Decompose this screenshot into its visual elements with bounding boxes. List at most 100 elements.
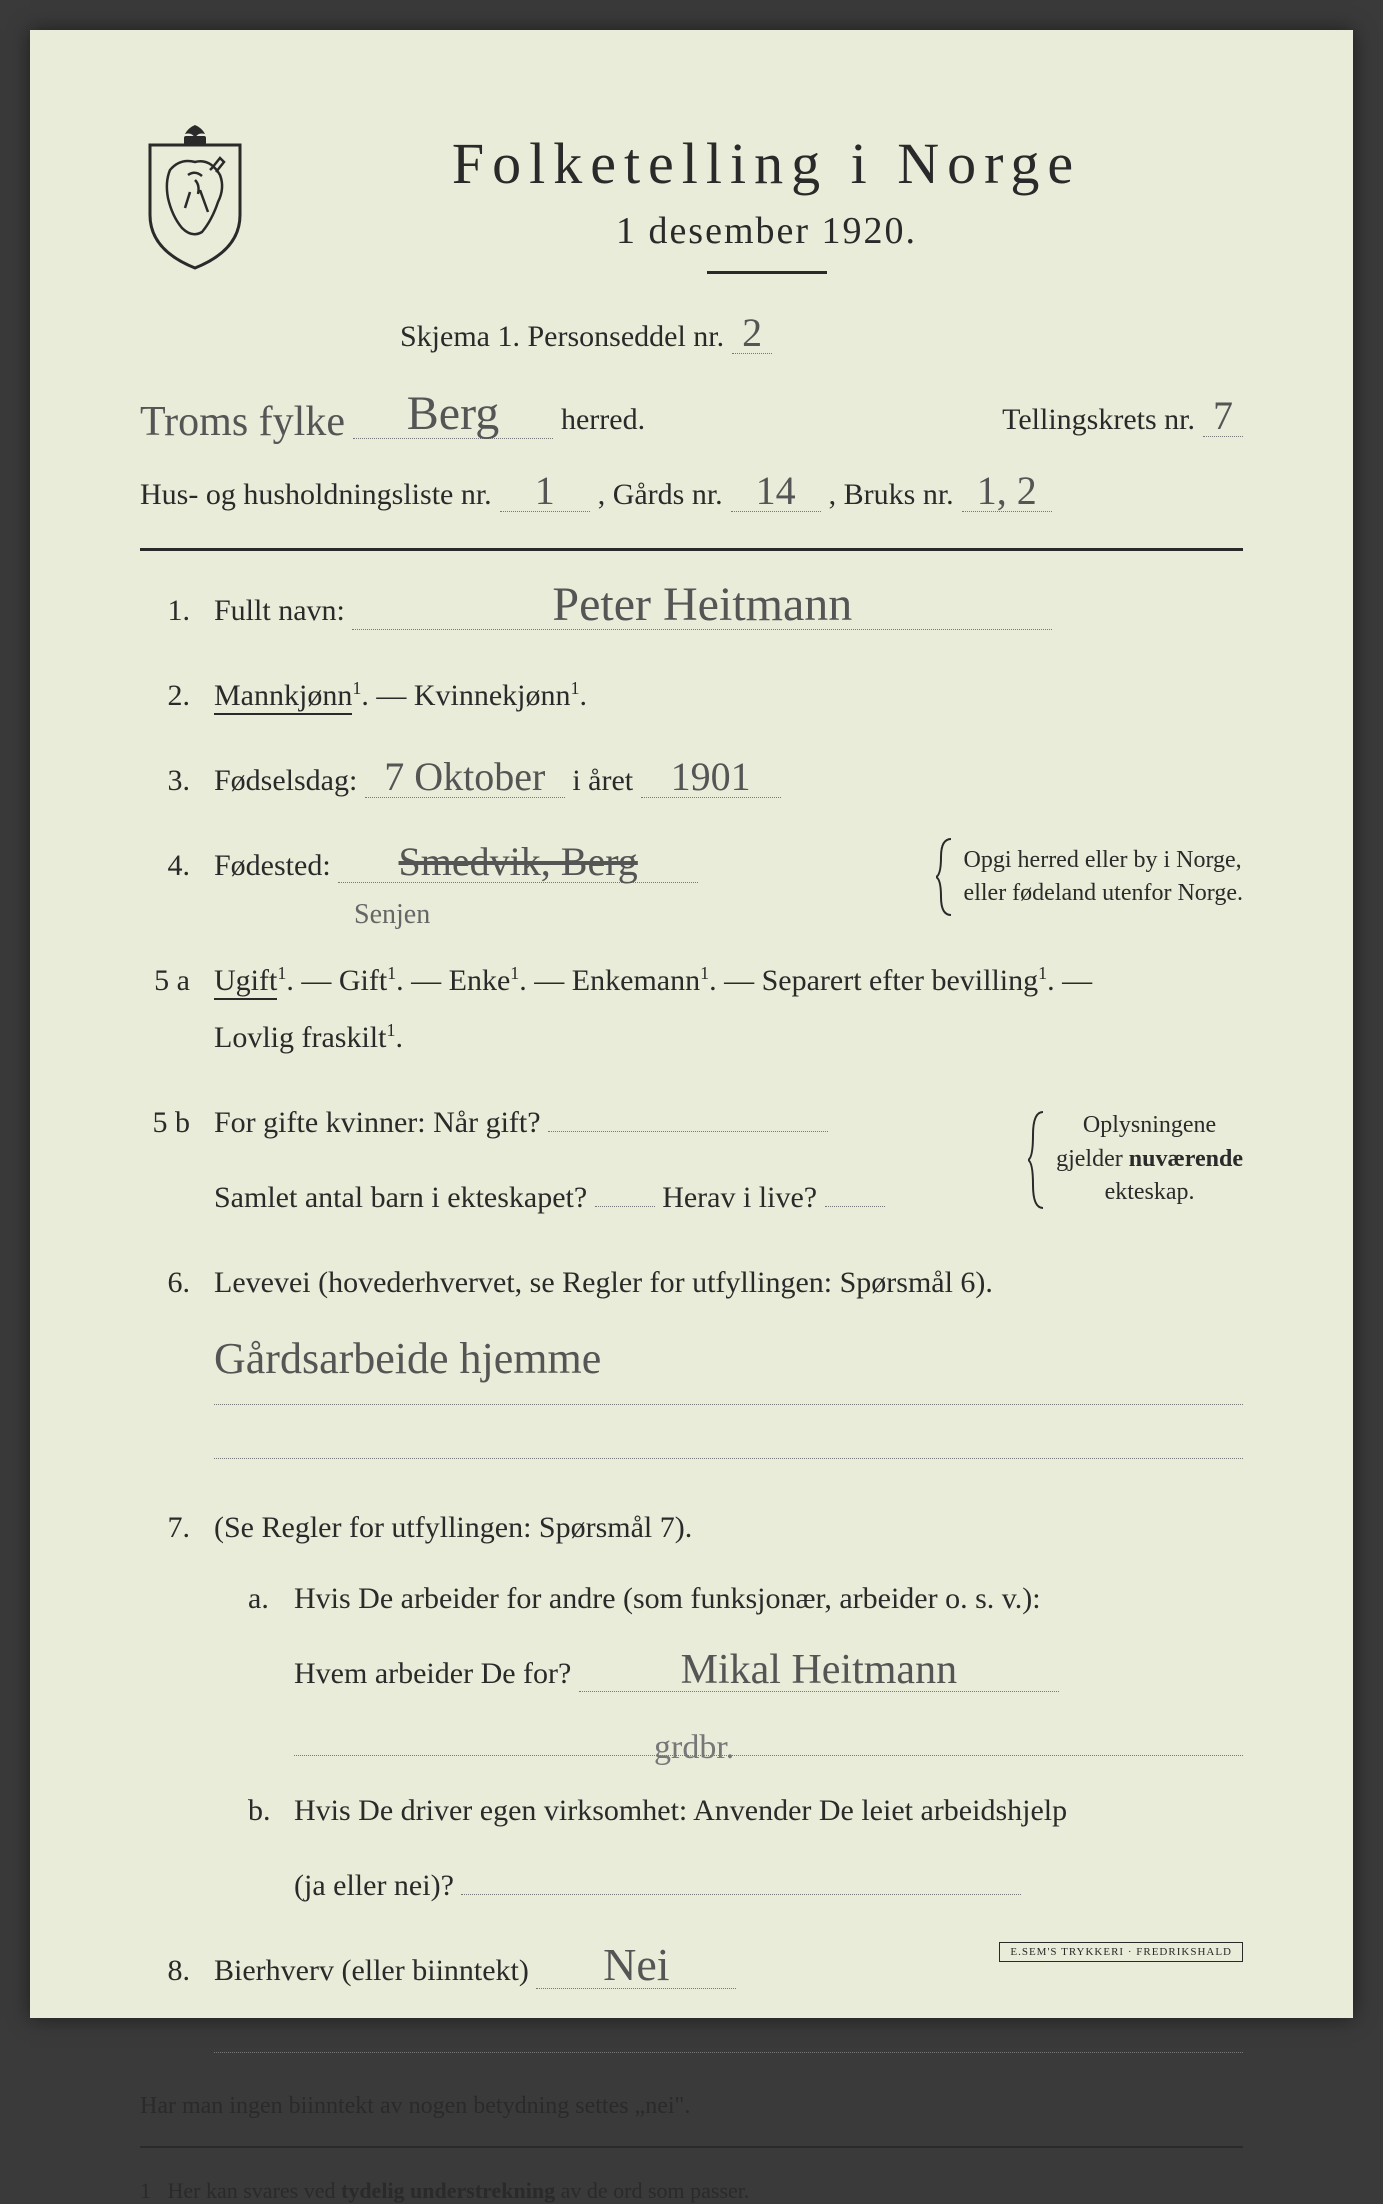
q3: 3. Fødselsdag: 7 Oktober i året 1901 (140, 752, 1243, 809)
q2: 2. Mannkjønn1. — Kvinnekjønn1. (140, 667, 1243, 724)
q5a-enke: Enke (449, 964, 511, 997)
footnote-tail: av de ord som passer. (555, 2178, 749, 2203)
q4-note: Opgi herred eller by i Norge, eller føde… (936, 837, 1243, 917)
q3-day: 7 Oktober (365, 757, 565, 798)
brace-icon (936, 837, 956, 917)
q5a-enkemann: Enkemann (572, 964, 700, 997)
q6-value: Gårdsarbeide hjemme (214, 1317, 1243, 1406)
q7: 7. (Se Regler for utfyllingen: Spørsmål … (140, 1499, 1243, 1914)
bruks-nr: 1, 2 (962, 471, 1052, 512)
q7b-blank (461, 1859, 1021, 1895)
q2-kvinne: Kvinnekjønn (414, 679, 571, 712)
q8-label: Bierhverv (eller biinntekt) (214, 1954, 529, 1987)
q3-mid: i året (572, 764, 633, 797)
q1-label: Fullt navn: (214, 594, 345, 627)
q5b: 5 b For gifte kvinner: Når gift? Samlet … (140, 1094, 1243, 1226)
footnote: 1 Her kan svares ved tydelig understrekn… (140, 2178, 1243, 2204)
q7b: b. Hvis De driver egen virksomhet: Anven… (248, 1782, 1243, 1914)
q4-num: 4. (140, 849, 190, 883)
q4-label: Fødested: (214, 849, 331, 882)
fylke-handwritten: Troms fylke (140, 376, 345, 468)
q5b-note2: gjelder (1056, 1146, 1129, 1172)
footer-area: Har man ingen biinntekt av nogen betydni… (140, 2093, 1243, 2204)
footnote-text: Her kan svares ved (168, 2178, 342, 2203)
q7b-letter: b. (248, 1782, 276, 1839)
q2-num: 2. (140, 679, 190, 713)
q5a-lov: Lovlig fraskilt (214, 1021, 386, 1054)
gards-label: , Gårds nr. (598, 462, 723, 528)
q5a-ugift: Ugift (214, 964, 277, 1000)
q7a-label: Hvis De arbeider for andre (som funksjon… (294, 1570, 1243, 1627)
q7a-line2: grdbr. (294, 1720, 1243, 1756)
sup-1b: 1 (570, 678, 579, 698)
q4-value: Smedvik, Berg (338, 842, 698, 883)
foot-instruction: Har man ingen biinntekt av nogen betydni… (140, 2093, 1243, 2120)
q4-note2: eller fødeland utenfor Norge. (964, 877, 1243, 911)
divider (140, 548, 1243, 551)
meta-line-1: Skjema 1. Personseddel nr. 2 (140, 304, 1243, 370)
q7b-q: (ja eller nei)? (294, 1869, 454, 1902)
meta-line-3: Hus- og husholdningsliste nr. 1 , Gårds … (140, 462, 1243, 528)
meta-line-2: Troms fylke Berg herred. Tellingskrets n… (140, 370, 1243, 462)
q5b-num: 5 b (140, 1106, 190, 1140)
q7-num: 7. (140, 1511, 190, 1545)
q4-note1: Opgi herred eller by i Norge, (964, 844, 1243, 878)
q5a: 5 a Ugift1. — Gift1. — Enke1. — Enkemann… (140, 952, 1243, 1066)
q5b-note2b: nuværende (1129, 1146, 1243, 1172)
q5b-blank3 (825, 1171, 885, 1207)
gards-nr: 14 (731, 471, 821, 512)
q5b-2a: Samlet antal barn i ekteskapet? (214, 1181, 587, 1214)
q5b-1a: For gifte kvinner: Når gift? (214, 1106, 541, 1139)
bruks-label: , Bruks nr. (829, 462, 954, 528)
page-title: Folketelling i Norge (290, 130, 1243, 197)
tellingskrets-nr: 7 (1203, 396, 1243, 437)
q6: 6. Levevei (hovederhvervet, se Regler fo… (140, 1254, 1243, 1460)
q7-label: (Se Regler for utfyllingen: Spørsmål 7). (214, 1511, 692, 1544)
coat-of-arms-icon (140, 120, 250, 270)
brace-icon (1028, 1110, 1048, 1210)
q6-blank (214, 1423, 1243, 1459)
q3-label: Fødselsdag: (214, 764, 357, 797)
hus-nr: 1 (500, 471, 590, 512)
q8-num: 8. (140, 1954, 190, 1988)
q5b-2b: Herav i live? (662, 1181, 817, 1214)
hus-label: Hus- og husholdningsliste nr. (140, 462, 492, 528)
form-metadata: Skjema 1. Personseddel nr. 2 Troms fylke… (140, 304, 1243, 528)
q6-label: Levevei (hovederhvervet, se Regler for u… (214, 1266, 993, 1299)
q5a-num: 5 a (140, 964, 190, 998)
footnote-num: 1 (140, 2178, 151, 2203)
tellingskrets-label: Tellingskrets nr. (1002, 387, 1195, 453)
q7b-label: Hvis De driver egen virksomhet: Anvender… (294, 1782, 1243, 1839)
q5b-blank1 (548, 1096, 828, 1132)
page-subtitle: 1 desember 1920. (290, 209, 1243, 253)
q6-num: 6. (140, 1266, 190, 1300)
q3-year: 1901 (641, 757, 781, 798)
q8-value: Nei (536, 1942, 736, 1989)
q5a-sep: Separert efter bevilling (762, 964, 1039, 997)
skjema-label: Skjema 1. Personseddel nr. (400, 304, 724, 370)
q4-below: Senjen (354, 888, 926, 941)
q5a-gift: Gift (339, 964, 387, 997)
q5b-note1: Oplysningene (1056, 1109, 1243, 1143)
title-divider (707, 271, 827, 274)
personseddel-nr: 2 (732, 313, 772, 354)
q4: 4. Fødested: Smedvik, Berg Senjen Opgi h… (140, 837, 1243, 941)
q5b-note: Oplysningene gjelder nuværende ekteskap. (1028, 1109, 1243, 1210)
sup-1: 1 (352, 678, 361, 698)
census-form-page: Folketelling i Norge 1 desember 1920. Sk… (30, 30, 1353, 2018)
q1: 1. Fullt navn: Peter Heitmann (140, 581, 1243, 639)
printer-mark: E.SEM'S TRYKKERI · FREDRIKSHALD (999, 1942, 1243, 1962)
q5b-blank2 (595, 1171, 655, 1207)
q3-num: 3. (140, 764, 190, 798)
q5b-note3: ekteskap. (1056, 1176, 1243, 1210)
footnote-bold: tydelig understrekning (341, 2178, 555, 2203)
q7a-letter: a. (248, 1570, 276, 1627)
q1-num: 1. (140, 594, 190, 628)
q7a-value: Mikal Heitmann (579, 1649, 1059, 1692)
divider-thin (140, 2146, 1243, 2148)
q7a: a. Hvis De arbeider for andre (som funks… (248, 1570, 1243, 1756)
herred-handwritten: Berg (353, 390, 553, 439)
q7a-q: Hvem arbeider De for? (294, 1657, 571, 1690)
header: Folketelling i Norge 1 desember 1920. (140, 120, 1243, 274)
title-block: Folketelling i Norge 1 desember 1920. (290, 120, 1243, 274)
